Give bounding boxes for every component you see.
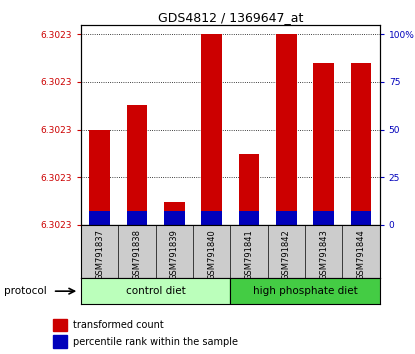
Text: GSM791842: GSM791842 <box>282 229 291 280</box>
Bar <box>127 211 147 225</box>
Bar <box>351 63 371 225</box>
Text: GSM791840: GSM791840 <box>207 229 216 280</box>
Bar <box>53 335 67 348</box>
Text: GSM791837: GSM791837 <box>95 229 104 280</box>
Bar <box>164 202 185 225</box>
Text: protocol: protocol <box>4 286 47 296</box>
Title: GDS4812 / 1369647_at: GDS4812 / 1369647_at <box>158 11 303 24</box>
Bar <box>53 319 67 331</box>
Text: GSM791838: GSM791838 <box>132 229 142 280</box>
Text: GSM791841: GSM791841 <box>244 229 254 280</box>
Bar <box>276 34 297 225</box>
Text: percentile rank within the sample: percentile rank within the sample <box>73 337 238 347</box>
Bar <box>81 278 230 304</box>
Bar <box>239 211 259 225</box>
Bar <box>89 211 110 225</box>
Text: high phosphate diet: high phosphate diet <box>253 286 357 296</box>
Bar <box>230 278 380 304</box>
Bar <box>239 154 259 225</box>
Text: GSM791839: GSM791839 <box>170 229 179 280</box>
Text: GSM791843: GSM791843 <box>319 229 328 280</box>
Bar <box>351 211 371 225</box>
Text: transformed count: transformed count <box>73 320 164 330</box>
Text: GSM791844: GSM791844 <box>356 229 366 280</box>
Bar <box>89 130 110 225</box>
Bar <box>127 105 147 225</box>
Bar <box>313 63 334 225</box>
Bar <box>313 211 334 225</box>
Bar <box>201 211 222 225</box>
Bar <box>164 211 185 225</box>
Text: control diet: control diet <box>126 286 186 296</box>
Bar <box>201 34 222 225</box>
Bar <box>276 211 297 225</box>
